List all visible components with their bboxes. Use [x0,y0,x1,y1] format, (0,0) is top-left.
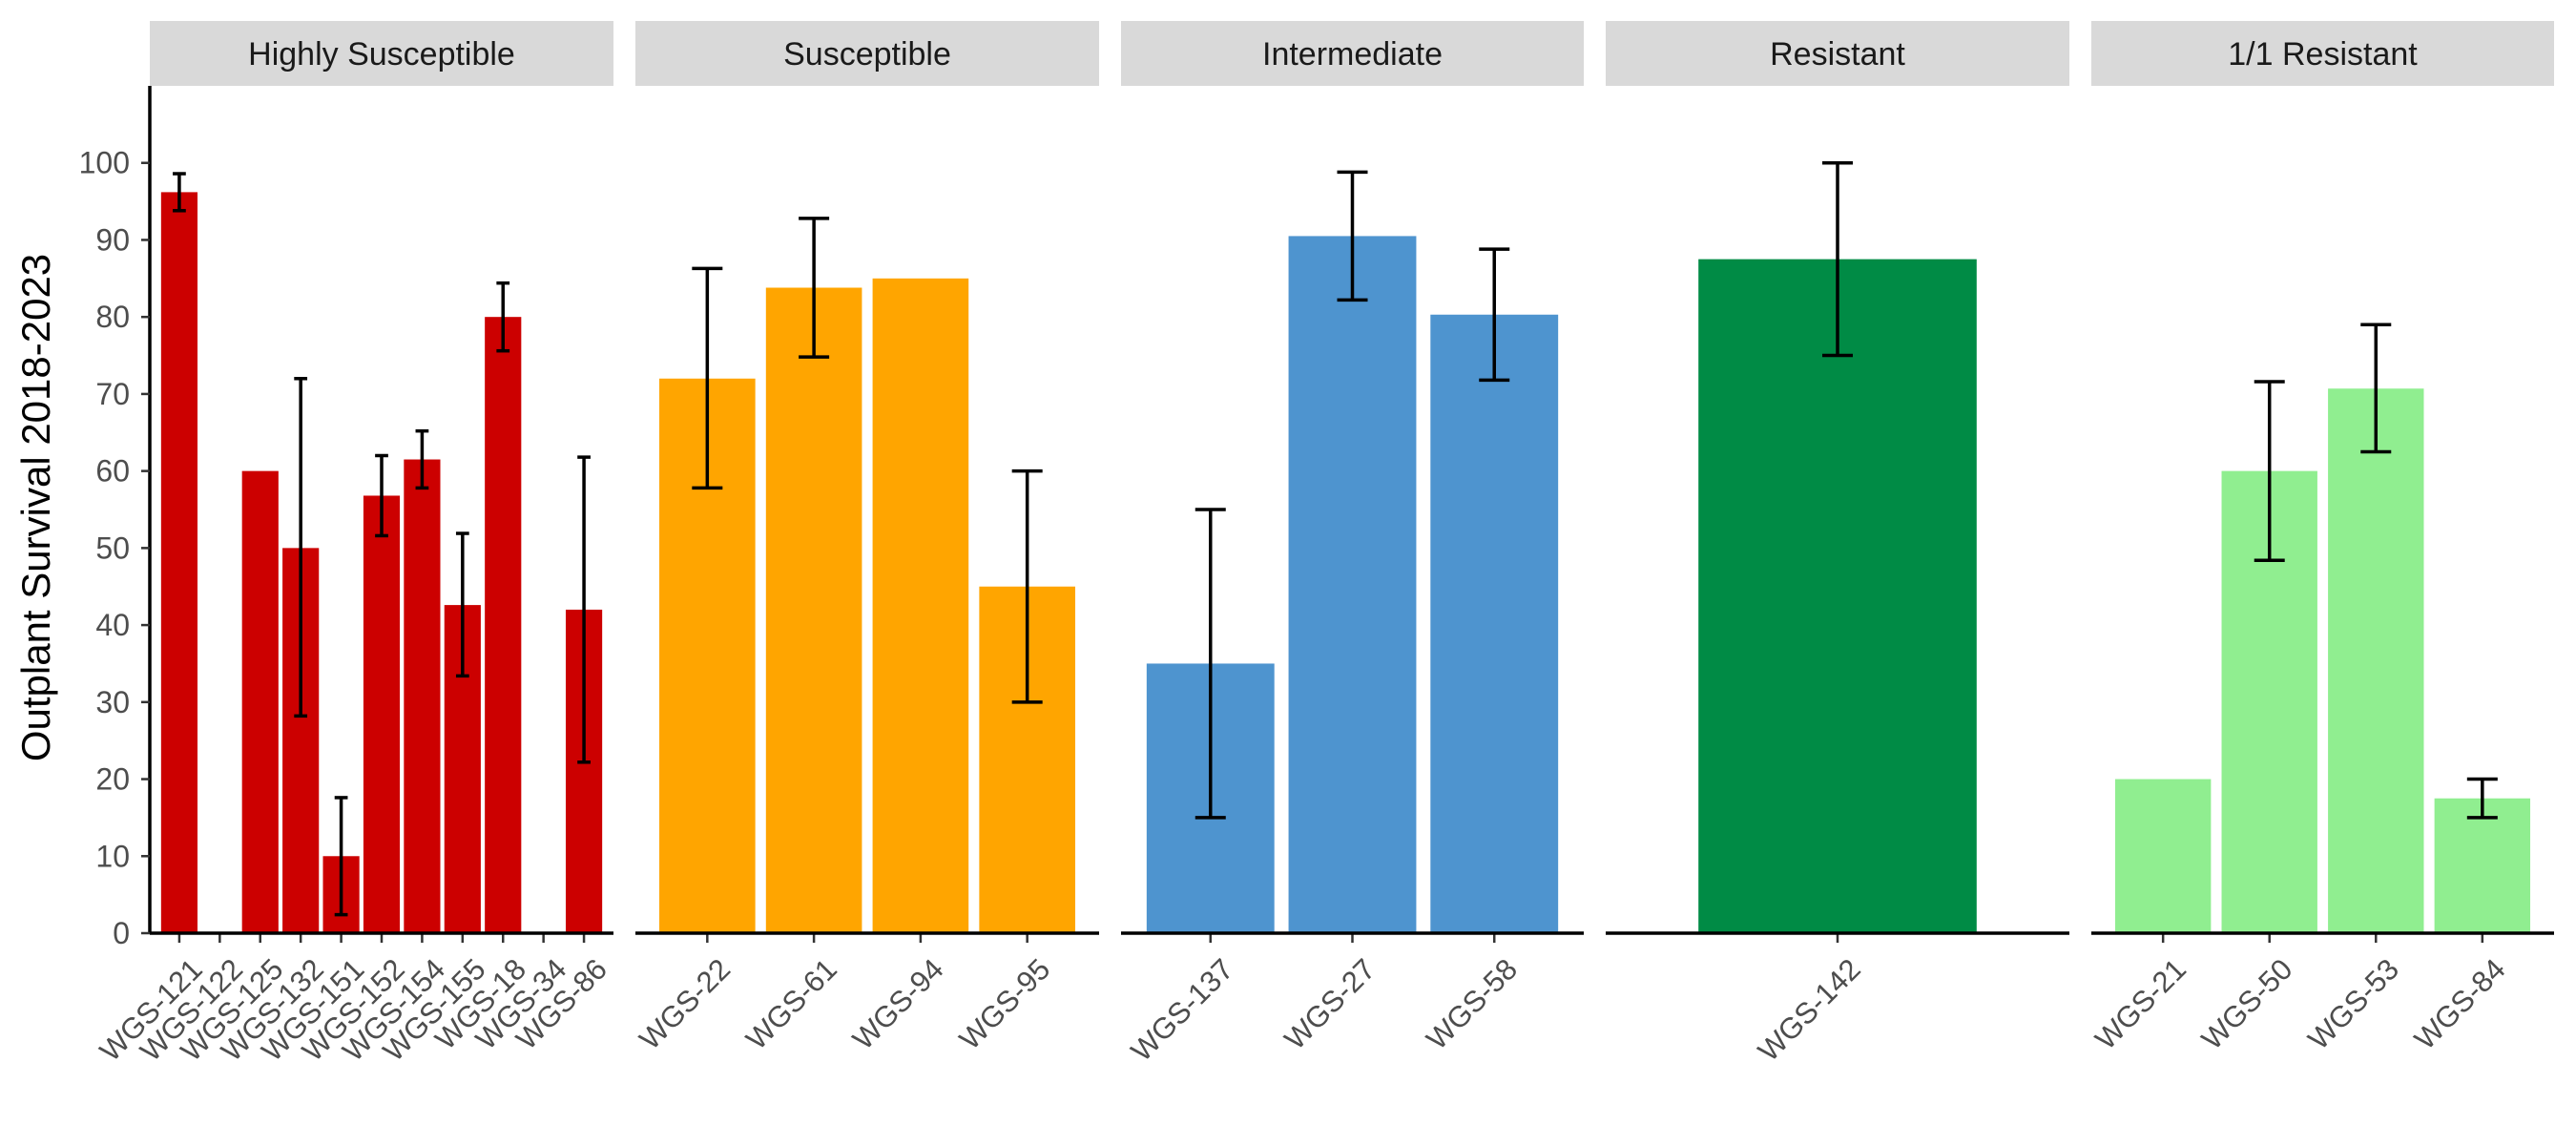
y-tick-label: 20 [95,762,130,797]
bar-wgs-27 [1288,236,1417,933]
y-axis: 0 10 20 30 40 50 60 70 80 90 100 [79,86,152,950]
facet-strip-label: Intermediate [1262,36,1443,73]
facet-strip [1606,21,2069,86]
y-tick-label: 50 [95,531,130,565]
bar-wgs-84 [2434,798,2531,933]
facet-strip-label: Resistant [1770,36,1905,73]
facet-strip-label: Susceptible [783,36,951,73]
y-axis-title: Outplant Survival 2018-2023 [13,254,58,761]
y-tick-label: 90 [95,222,130,257]
y-tick-label: 10 [95,839,130,873]
y-tick-label: 60 [95,454,130,489]
x-tick-label-wgs-27: WGS-27 [1278,952,1381,1056]
facet-panel-susceptible: Susceptible WGS-22 WGS-61 WGS-94 WGS-95 [633,21,1099,1056]
x-tick-label-wgs-94: WGS-94 [846,952,950,1056]
bar-wgs-53 [2328,388,2424,933]
y-tick-label: 30 [95,685,130,719]
x-tick-label-wgs-22: WGS-22 [633,952,737,1056]
bar-wgs-125 [241,470,279,933]
bar-wgs-18 [485,317,522,933]
bar-wgs-142 [1698,259,1977,933]
facet-strip-label: 1/1 Resistant [2228,36,2418,73]
facet-panel-highly-susceptible: Highly SusceptibleWGS-121WGS-122WGS-125W… [93,21,613,1068]
bar-wgs-121 [160,192,198,934]
facet-strip-label: Highly Susceptible [248,36,515,73]
bar-wgs-21 [2114,779,2212,933]
x-tick-label-wgs-58: WGS-58 [1420,952,1524,1056]
y-tick-label: 100 [79,146,130,180]
x-tick-label-wgs-84: WGS-84 [2408,952,2512,1056]
x-tick-label-wgs-61: WGS-61 [739,952,843,1056]
facet-strip [1121,21,1584,86]
x-tick-label-wgs-137: WGS-137 [1125,952,1240,1068]
x-tick-label-wgs-53: WGS-53 [2301,952,2405,1056]
facet-panel-1-1-resistant: 1/1 Resistant WGS-21 WGS-50 WGS-53 WGS-84 [2088,21,2554,1056]
facet-strip [2091,21,2554,86]
y-tick-label: 80 [95,300,130,334]
facet-panel-resistant: Resistant WGS-142 [1606,21,2069,1068]
x-tick-label-wgs-21: WGS-21 [2088,952,2192,1056]
bar-wgs-61 [765,287,862,933]
facet-panel-intermediate: Intermediate WGS-137 WGS-27 WGS-58 [1121,21,1584,1068]
y-tick-label: 0 [113,916,130,950]
y-tick-label: 40 [95,608,130,642]
facet-strip [635,21,1099,86]
bar-wgs-94 [872,278,969,933]
y-tick-label: 70 [95,377,130,411]
x-tick-label-wgs-50: WGS-50 [2195,952,2299,1056]
x-tick-label-wgs-142: WGS-142 [1752,952,1867,1068]
facet-strip [150,21,613,86]
x-tick-label-wgs-95: WGS-95 [953,952,1057,1056]
bar-wgs-154 [404,459,441,933]
bar-wgs-152 [363,495,401,933]
bar-wgs-58 [1430,314,1559,933]
facet-panels: Highly SusceptibleWGS-121WGS-122WGS-125W… [93,21,2554,1068]
